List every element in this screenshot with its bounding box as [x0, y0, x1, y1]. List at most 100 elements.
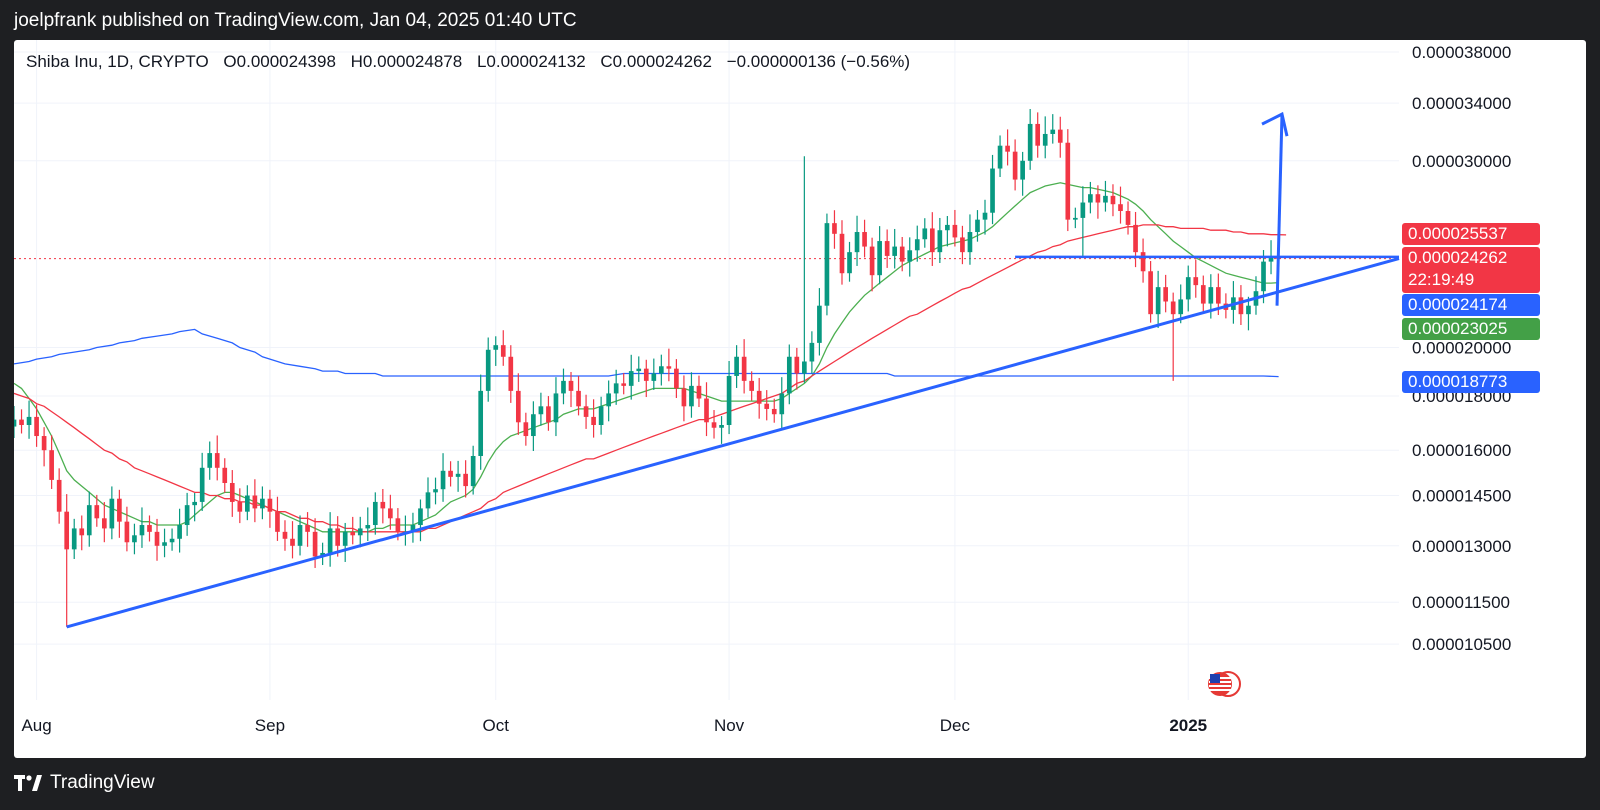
chart-panel[interactable]: 0.000038000 0.000034000 0.000030000 0.00002… — [14, 40, 1586, 758]
candle — [538, 392, 544, 426]
candle-body — [779, 393, 785, 415]
time-axis[interactable]: Aug Sep Oct Nov Dec 2025 — [21, 716, 1207, 735]
candle-body — [922, 228, 928, 240]
candle-body — [267, 498, 273, 512]
candle-body — [440, 470, 446, 490]
candle-body — [967, 232, 973, 253]
candle-body — [94, 505, 100, 519]
candle-body — [726, 375, 732, 426]
candle-body — [764, 403, 770, 409]
candle — [704, 382, 709, 437]
candle — [1057, 116, 1063, 158]
candle-body — [839, 233, 845, 274]
candle — [771, 398, 777, 423]
us-flag-icon[interactable] — [1208, 671, 1241, 697]
candle-body — [117, 498, 122, 522]
price-axis[interactable]: 0.000038000 0.000034000 0.000030000 0.00002… — [1412, 43, 1511, 654]
candle-body — [1103, 195, 1108, 203]
drawings[interactable] — [66, 111, 1400, 629]
candle — [546, 396, 551, 431]
candle — [1065, 129, 1071, 232]
candle — [561, 368, 566, 405]
price-tick-label: 0.000013000 — [1412, 537, 1511, 556]
candle-body — [207, 453, 213, 468]
candle — [997, 135, 1003, 178]
candle-body — [86, 505, 92, 536]
candle — [71, 518, 77, 560]
ohlc-legend: Shiba Inu, 1D, CRYPTO O0.000024398 H0.00… — [26, 52, 920, 72]
candle — [275, 496, 280, 541]
candle-body — [214, 453, 220, 468]
price-chart[interactable]: 0.000038000 0.000034000 0.000030000 0.00002… — [14, 40, 1586, 758]
tradingview-logo-icon — [14, 775, 42, 791]
candle — [350, 516, 356, 545]
candle-body — [372, 501, 378, 526]
candle-body — [975, 219, 980, 233]
candle — [154, 518, 160, 561]
candle-body — [34, 416, 39, 437]
candle — [448, 461, 453, 487]
candle — [553, 377, 559, 437]
candle-body — [884, 241, 890, 256]
arrow-shaft — [1275, 114, 1284, 306]
candle-body — [425, 492, 431, 509]
candle — [892, 228, 898, 269]
candle-body — [147, 525, 152, 532]
candle — [832, 210, 837, 249]
time-tick-label: Sep — [255, 716, 285, 735]
candle-body — [388, 508, 393, 519]
candle — [1035, 112, 1041, 158]
publisher-text: joelpfrank published on TradingView.com,… — [14, 10, 577, 31]
candle — [1072, 207, 1078, 229]
candle-body — [1140, 252, 1146, 272]
candle — [967, 214, 973, 265]
candle-body — [139, 525, 145, 536]
candle — [1095, 185, 1101, 219]
candle-body — [500, 345, 506, 357]
candle-body — [342, 531, 348, 546]
trendline — [66, 257, 1400, 629]
candle — [388, 494, 393, 530]
candle — [365, 507, 371, 542]
candle-body — [1050, 129, 1056, 134]
ma-line — [14, 224, 1287, 533]
ma-long-tag: 0.000018773 — [1402, 371, 1540, 393]
candle — [49, 435, 54, 489]
candle-body — [1065, 142, 1071, 220]
candle-body — [79, 528, 85, 536]
candle — [689, 372, 694, 418]
candle — [282, 520, 288, 551]
candle-body — [1035, 123, 1041, 146]
candle-body — [576, 390, 581, 407]
candle — [485, 337, 491, 402]
candle-body — [222, 467, 228, 483]
candle — [64, 494, 70, 627]
candle-body — [561, 380, 566, 394]
candle-body — [245, 495, 250, 512]
ma-red-tag: 0.000025537 — [1402, 223, 1540, 245]
candle — [290, 521, 295, 559]
candle — [1155, 270, 1161, 328]
symbol-info[interactable]: Shiba Inu, 1D, CRYPTO — [26, 52, 209, 71]
candle-body — [666, 366, 672, 369]
candle — [41, 427, 47, 467]
price-tick-label: 0.000016000 — [1412, 441, 1511, 460]
candle-body — [990, 168, 995, 213]
candle — [613, 369, 619, 405]
candle-body — [169, 538, 175, 543]
candle — [621, 373, 627, 395]
candle-body — [478, 390, 484, 456]
candle — [862, 219, 867, 258]
candle-body — [1193, 277, 1199, 286]
high-value: H0.000024878 — [350, 52, 463, 71]
candle — [132, 523, 137, 555]
candle-body — [305, 525, 310, 532]
candle-body — [1208, 287, 1214, 304]
candle-body — [591, 416, 596, 426]
candle — [342, 522, 348, 562]
candle — [425, 477, 431, 518]
candle — [199, 452, 205, 511]
candle-body — [1095, 194, 1101, 203]
candle — [1125, 201, 1131, 235]
candle — [380, 488, 386, 524]
